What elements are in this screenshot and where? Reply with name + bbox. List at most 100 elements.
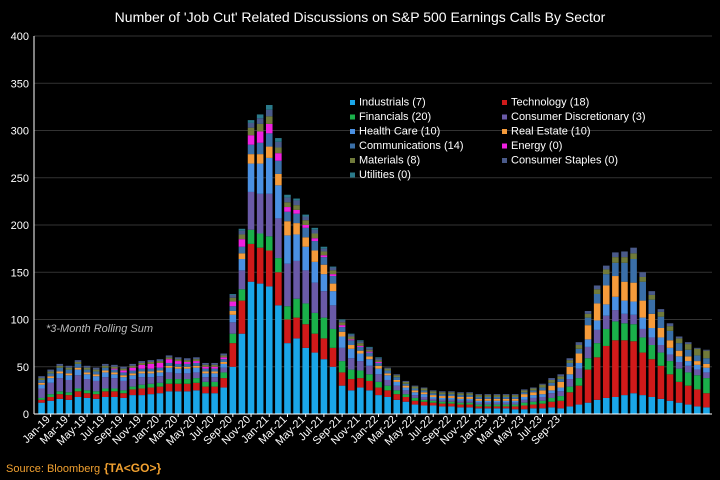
bar-segment bbox=[247, 191, 255, 230]
bar-segment bbox=[211, 386, 218, 394]
bar-segment bbox=[120, 370, 127, 373]
bar-segment bbox=[338, 327, 346, 332]
bar-segment bbox=[174, 361, 182, 364]
legend-swatch bbox=[502, 100, 507, 105]
bar-segment bbox=[184, 383, 191, 392]
bar-segment bbox=[384, 385, 391, 391]
bar-segment bbox=[311, 233, 319, 239]
bar-segment bbox=[457, 395, 464, 397]
bar-segment bbox=[393, 375, 401, 378]
bar-segment bbox=[329, 366, 337, 414]
bar-segment bbox=[357, 370, 364, 379]
bar-segment bbox=[375, 360, 382, 363]
bar-segment bbox=[347, 336, 355, 340]
bar-segment bbox=[229, 294, 237, 298]
bar-segment bbox=[129, 375, 136, 380]
bar-segment bbox=[357, 353, 364, 362]
bar-segment bbox=[74, 362, 82, 364]
bar-segment bbox=[457, 392, 464, 394]
bar-segment bbox=[557, 391, 564, 397]
bar-segment bbox=[193, 361, 200, 363]
bar-segment bbox=[147, 387, 155, 395]
bar-segment bbox=[220, 362, 227, 364]
bar-segment bbox=[138, 395, 146, 414]
bar-segment bbox=[275, 272, 282, 306]
bar-segment bbox=[484, 408, 492, 414]
bar-segment bbox=[457, 402, 464, 405]
bar-segment bbox=[420, 394, 428, 397]
bar-segment bbox=[65, 365, 73, 368]
bar-segment bbox=[92, 380, 100, 392]
bar-segment bbox=[284, 194, 291, 198]
bar-segment bbox=[384, 368, 391, 371]
bars-layer bbox=[38, 104, 710, 415]
bar-segment bbox=[566, 406, 574, 414]
bar-segment bbox=[184, 373, 191, 380]
bar-segment bbox=[393, 381, 401, 386]
bar-segment bbox=[211, 368, 218, 372]
bar-segment bbox=[329, 276, 337, 284]
bar-segment bbox=[83, 390, 91, 394]
bar-segment bbox=[657, 365, 665, 399]
legend-label: Financials (20) bbox=[359, 111, 431, 123]
bar-segment bbox=[265, 104, 273, 110]
bar-segment bbox=[311, 282, 319, 313]
bar-segment bbox=[475, 398, 483, 401]
bar-segment bbox=[56, 394, 64, 399]
bar-segment bbox=[548, 397, 555, 402]
bar-segment bbox=[275, 258, 282, 273]
bar-segment bbox=[630, 341, 637, 394]
bar-segment bbox=[502, 398, 510, 401]
bar-segment bbox=[448, 391, 455, 393]
bar-segment bbox=[247, 281, 255, 414]
bar-segment bbox=[293, 298, 300, 318]
bar-segment bbox=[329, 266, 337, 268]
bar-segment bbox=[675, 336, 683, 339]
bar-segment bbox=[675, 356, 683, 363]
bar-segment bbox=[657, 345, 665, 353]
bar-segment bbox=[648, 294, 656, 300]
bar-segment bbox=[557, 400, 564, 409]
bar-segment bbox=[238, 239, 246, 247]
bar-segment bbox=[193, 359, 200, 362]
bar-segment bbox=[165, 383, 173, 392]
bar-segment bbox=[593, 357, 601, 400]
bar-segment bbox=[320, 338, 328, 360]
bar-segment bbox=[111, 374, 118, 379]
bar-segment bbox=[521, 399, 528, 403]
bar-segment bbox=[366, 351, 373, 353]
bar-segment bbox=[511, 396, 519, 399]
bar-segment bbox=[639, 328, 646, 338]
bar-segment bbox=[521, 394, 528, 397]
bar-segment bbox=[102, 370, 109, 373]
bar-segment bbox=[411, 400, 419, 405]
bar-segment bbox=[475, 406, 483, 409]
bar-segment bbox=[247, 154, 255, 164]
bar-segment bbox=[703, 407, 710, 414]
bar-segment bbox=[256, 131, 264, 143]
bar-segment bbox=[630, 314, 637, 325]
bar-segment bbox=[539, 387, 546, 391]
bar-segment bbox=[639, 281, 646, 301]
bar-segment bbox=[284, 306, 291, 320]
bar-segment bbox=[347, 369, 355, 380]
bar-segment bbox=[584, 369, 592, 403]
bar-segment bbox=[265, 236, 273, 251]
bar-segment bbox=[621, 251, 628, 258]
bar-segment bbox=[238, 333, 246, 414]
bar-segment bbox=[92, 376, 100, 381]
bar-segment bbox=[293, 198, 300, 201]
bar-segment bbox=[184, 366, 191, 369]
bar-segment bbox=[302, 214, 309, 217]
bar-segment bbox=[493, 408, 501, 414]
bar-segment bbox=[238, 259, 246, 271]
bar-segment bbox=[102, 367, 109, 371]
bar-segment bbox=[502, 406, 510, 409]
bar-segment bbox=[475, 408, 483, 414]
bar-segment bbox=[375, 358, 382, 361]
bar-segment bbox=[511, 394, 519, 396]
bar-segment bbox=[338, 320, 346, 323]
bar-segment bbox=[448, 394, 455, 397]
bar-segment bbox=[402, 390, 410, 395]
bar-segment bbox=[648, 291, 656, 295]
